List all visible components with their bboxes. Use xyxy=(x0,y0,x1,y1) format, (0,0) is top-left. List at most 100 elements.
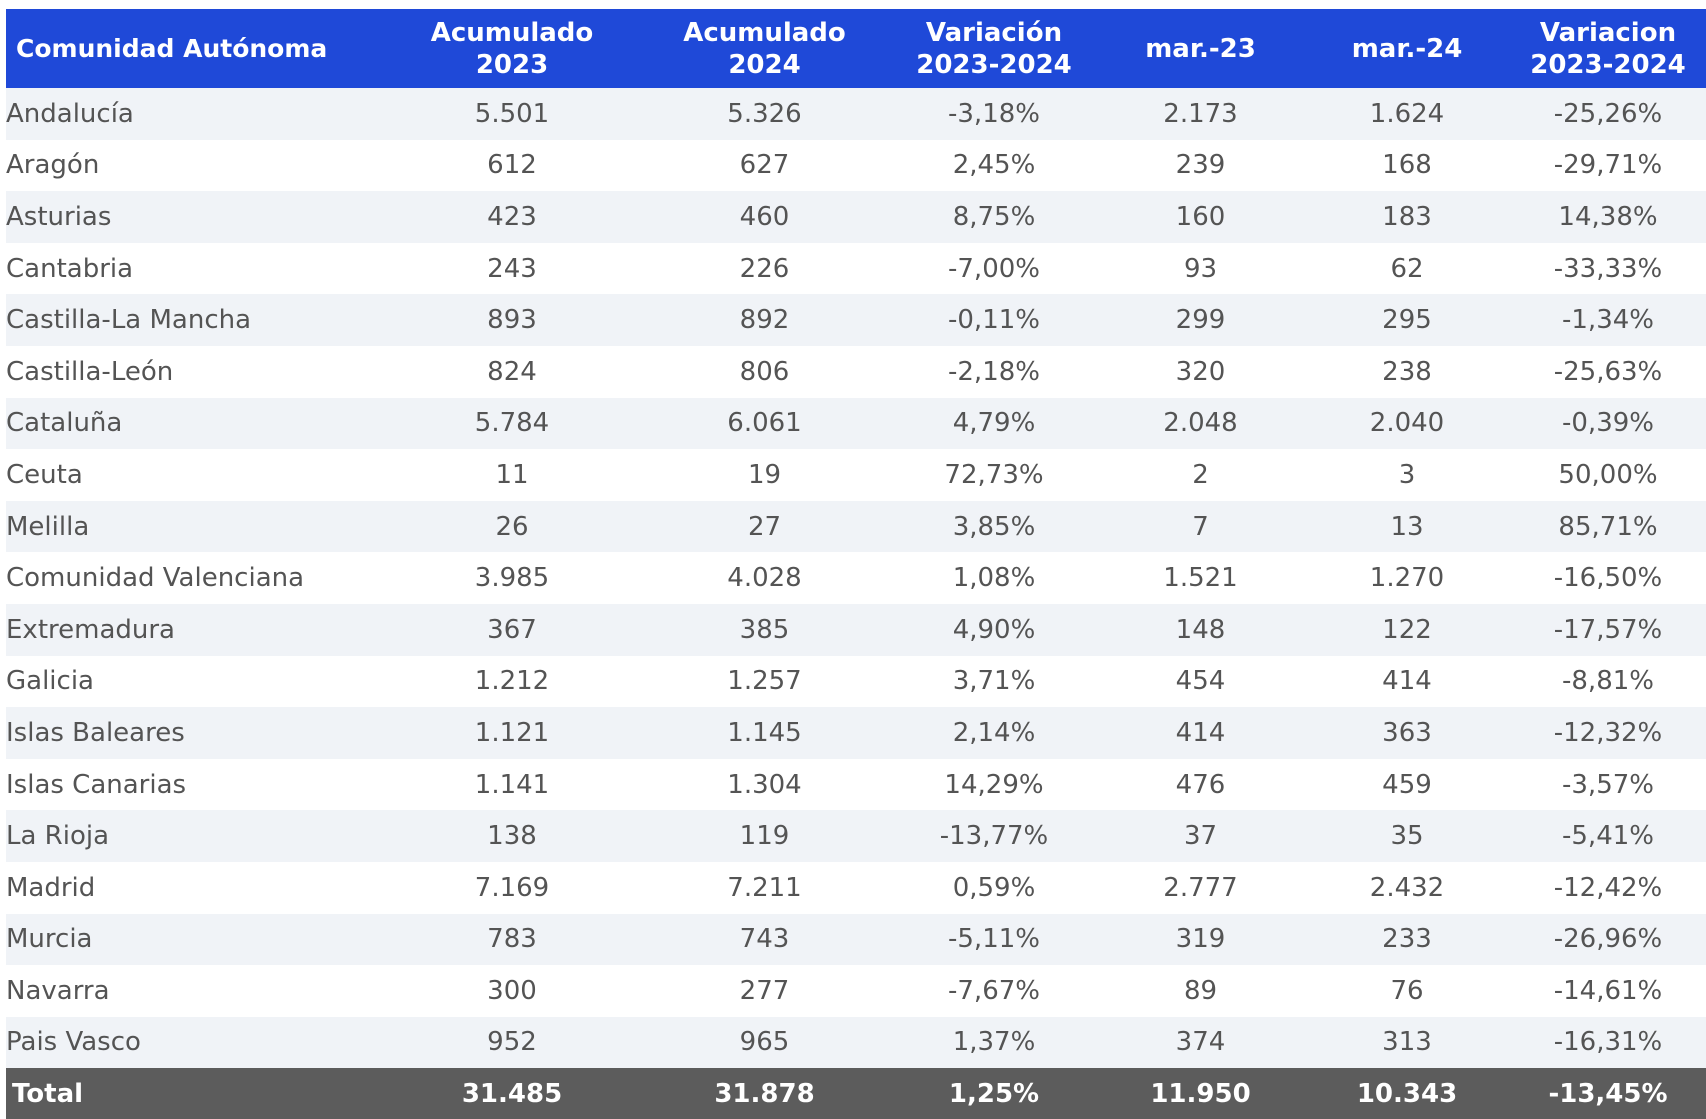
cell-acumulado-2023: 1.212 xyxy=(474,666,550,697)
cell-mar-23: 93 xyxy=(1183,253,1218,284)
cell-acumulado-2024: 460 xyxy=(739,201,790,232)
table-row: Castilla-La Mancha 893 892 -0,11% 299 295 -1,3… xyxy=(6,294,1706,346)
cell-acumulado-2024: 743 xyxy=(739,924,790,955)
cell-variacion-marzo: 14,38% xyxy=(1558,201,1658,232)
cell-acumulado-2024: 7.211 xyxy=(727,872,802,903)
table-header-row: Comunidad Autónoma Acumulado 2023 Acumul… xyxy=(6,9,1706,88)
cell-acumulado-2024: 1.145 xyxy=(727,717,802,748)
table-row: Ceuta 11 19 72,73% 2 3 50,00% xyxy=(6,449,1706,501)
cell-mar-24: 1.270 xyxy=(1369,563,1445,594)
cell-acumulado-2024: 385 xyxy=(739,614,790,645)
cell-comunidad: Islas Canarias xyxy=(6,769,187,800)
cell-acumulado-2023: 300 xyxy=(487,975,537,1006)
table-row: Murcia 783 743 -5,11% 319 233 -26,96% xyxy=(6,913,1706,966)
cell-comunidad: Castilla-La Mancha xyxy=(6,305,252,336)
cell-comunidad: Andalucía xyxy=(6,98,134,129)
header-mar-23: mar.-23 xyxy=(1145,33,1256,64)
table-row: Extremadura 367 385 4,90% 148 122 -17,57% xyxy=(6,603,1706,656)
cell-variacion-acumulado: -2,18% xyxy=(948,356,1040,387)
cell-acumulado-2023: 1.121 xyxy=(474,717,550,748)
total-label: Total xyxy=(12,1078,84,1109)
cell-acumulado-2023: 11 xyxy=(495,459,529,490)
cell-mar-24: 3 xyxy=(1398,459,1416,490)
cell-variacion-acumulado: -13,77% xyxy=(939,821,1049,852)
cell-variacion-marzo: -5,41% xyxy=(1562,821,1654,852)
cell-acumulado-2024: 1.304 xyxy=(727,769,802,800)
cell-acumulado-2023: 7.169 xyxy=(474,872,550,903)
table-row: Cantabria 243 226 -7,00% 93 62 -33,33% xyxy=(6,242,1706,295)
cell-acumulado-2024: 27 xyxy=(747,511,782,542)
cell-acumulado-2024: 119 xyxy=(739,821,790,852)
cell-comunidad: Islas Baleares xyxy=(6,717,185,748)
cell-acumulado-2023: 893 xyxy=(487,305,537,336)
cell-variacion-acumulado: 14,29% xyxy=(944,769,1044,800)
cell-variacion-marzo: -1,34% xyxy=(1562,305,1654,336)
cell-mar-23: 37 xyxy=(1183,821,1218,852)
cell-mar-24: 238 xyxy=(1382,356,1432,387)
cell-variacion-acumulado: 2,14% xyxy=(952,717,1036,748)
table-row: Asturias 423 460 8,75% 160 183 14,38% xyxy=(6,191,1706,243)
cell-mar-23: 7 xyxy=(1192,511,1209,542)
cell-mar-23: 2.777 xyxy=(1163,872,1238,903)
cell-mar-23: 89 xyxy=(1183,975,1218,1006)
cell-acumulado-2023: 5.784 xyxy=(474,408,550,439)
cell-mar-24: 1.624 xyxy=(1369,98,1445,129)
cell-variacion-acumulado: -7,00% xyxy=(948,253,1040,284)
cell-mar-24: 363 xyxy=(1382,717,1432,748)
table-row: Castilla-León 824 806 -2,18% 320 238 -25,63% xyxy=(6,345,1706,398)
total-variacion-acumulado: 1,25% xyxy=(948,1078,1040,1109)
cell-acumulado-2023: 824 xyxy=(487,356,537,387)
cell-mar-24: 2.040 xyxy=(1369,408,1445,439)
cell-acumulado-2023: 952 xyxy=(487,1027,537,1058)
cell-variacion-marzo: -16,50% xyxy=(1553,563,1663,594)
cell-variacion-acumulado: 1,37% xyxy=(952,1027,1036,1058)
cell-acumulado-2023: 243 xyxy=(487,253,537,284)
cell-acumulado-2023: 612 xyxy=(487,150,537,181)
cell-mar-24: 414 xyxy=(1382,666,1432,697)
cell-mar-23: 320 xyxy=(1175,356,1226,387)
cell-acumulado-2024: 1.257 xyxy=(727,666,802,697)
cell-acumulado-2023: 5.501 xyxy=(474,98,550,129)
table-row: Aragón 612 627 2,45% 239 168 -29,71% xyxy=(6,139,1706,192)
table-row: Melilla 26 27 3,85% 7 13 85,71% xyxy=(6,500,1706,553)
cell-comunidad: La Rioja xyxy=(6,821,110,852)
cell-comunidad: Comunidad Valenciana xyxy=(6,563,305,594)
cell-acumulado-2024: 19 xyxy=(747,459,782,490)
cell-variacion-acumulado: -0,11% xyxy=(948,305,1040,336)
header-acumulado-2024: Acumulado 2024 xyxy=(683,17,846,80)
cell-mar-24: 35 xyxy=(1390,821,1424,852)
cell-comunidad: Aragón xyxy=(6,150,100,181)
cell-variacion-marzo: 50,00% xyxy=(1558,459,1658,490)
total-mar-24: 10.343 xyxy=(1356,1078,1458,1109)
cell-acumulado-2023: 423 xyxy=(487,201,537,232)
cell-mar-23: 319 xyxy=(1175,924,1226,955)
table-body: Andalucía 5.501 5.326 -3,18% 2.173 1.624 -25,2… xyxy=(6,88,1706,1069)
cell-mar-24: 313 xyxy=(1382,1027,1432,1058)
cell-variacion-acumulado: 72,73% xyxy=(944,459,1044,490)
cell-variacion-acumulado: 4,79% xyxy=(952,408,1036,439)
cell-mar-24: 2.432 xyxy=(1369,872,1445,903)
cell-acumulado-2024: 226 xyxy=(739,253,790,284)
header-variacion-acumulado: Variación 2023-2024 xyxy=(916,17,1072,80)
cell-mar-24: 459 xyxy=(1382,769,1432,800)
cell-variacion-acumulado: 0,59% xyxy=(952,872,1036,903)
cell-mar-23: 414 xyxy=(1175,717,1226,748)
table-row: Comunidad Valenciana 3.985 4.028 1,08% 1.521… xyxy=(6,552,1706,604)
cell-mar-24: 168 xyxy=(1382,150,1432,181)
cell-comunidad: Castilla-León xyxy=(6,356,174,387)
cell-acumulado-2024: 6.061 xyxy=(727,408,802,439)
cell-variacion-marzo: -26,96% xyxy=(1553,924,1663,955)
cell-mar-24: 295 xyxy=(1382,305,1432,336)
table-row: Navarra 300 277 -7,67% 89 76 -14,61% xyxy=(6,965,1706,1017)
cell-acumulado-2024: 4.028 xyxy=(727,563,802,594)
cell-acumulado-2023: 1.141 xyxy=(474,769,550,800)
cell-acumulado-2024: 5.326 xyxy=(727,98,802,129)
cell-variacion-marzo: -25,63% xyxy=(1553,356,1663,387)
cell-comunidad: Melilla xyxy=(6,511,90,542)
cell-mar-23: 160 xyxy=(1175,201,1226,232)
cell-mar-23: 454 xyxy=(1175,666,1226,697)
cell-variacion-acumulado: 1,08% xyxy=(952,563,1036,594)
cell-mar-24: 233 xyxy=(1382,924,1432,955)
cell-acumulado-2024: 806 xyxy=(739,356,790,387)
cell-mar-24: 183 xyxy=(1382,201,1432,232)
